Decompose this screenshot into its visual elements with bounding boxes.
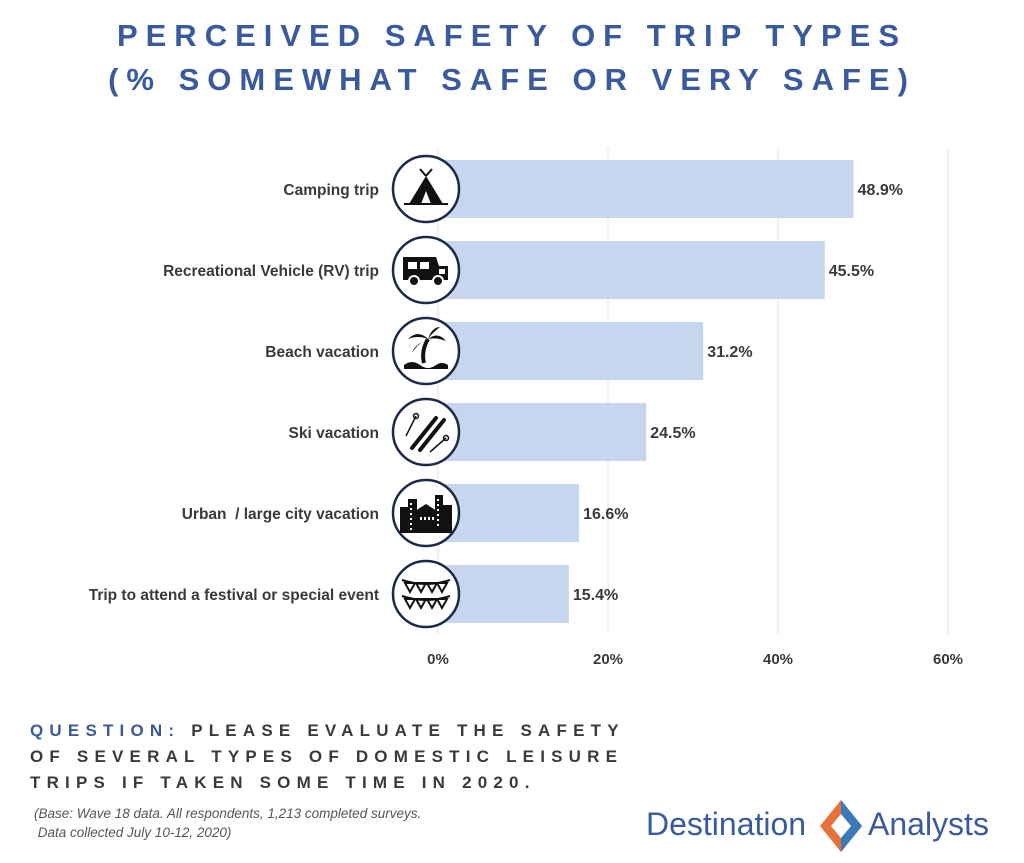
- bar: [438, 403, 647, 461]
- question-line-1: PLEASE EVALUATE THE SAFETY: [191, 721, 625, 740]
- bar-value-label: 15.4%: [573, 587, 618, 604]
- palm-tree-icon: [391, 316, 461, 386]
- logo-right-word: Analysts: [868, 806, 989, 842]
- x-tick-label: 60%: [933, 651, 963, 668]
- base-note-line-1: (Base: Wave 18 data. All respondents, 1,…: [34, 806, 422, 821]
- chart-title: PERCEIVED SAFETY OF TRIP TYPES: [116, 18, 908, 53]
- x-tick-label: 40%: [763, 651, 793, 668]
- chart-subtitle: (% SOMEWHAT SAFE OR VERY SAFE): [108, 62, 916, 97]
- bar-value-label: 48.9%: [858, 182, 903, 199]
- bar-value-label: 24.5%: [650, 425, 695, 442]
- bar-value-label: 45.5%: [829, 263, 874, 280]
- bar: [438, 322, 704, 380]
- base-note: (Base: Wave 18 data. All respondents, 1,…: [34, 804, 421, 842]
- logo-mark-icon: [820, 800, 862, 852]
- category-label: Beach vacation: [265, 344, 379, 361]
- logo-left-word: Destination: [646, 806, 807, 842]
- category-label: Camping trip: [283, 182, 379, 199]
- question-line-2: OF SEVERAL TYPES OF DOMESTIC LEISURE: [30, 747, 624, 766]
- bar-value-label: 31.2%: [707, 344, 752, 361]
- skis-icon: [391, 397, 461, 467]
- bar: [438, 241, 825, 299]
- bar-value-label: 16.6%: [583, 506, 628, 523]
- category-label: Recreational Vehicle (RV) trip: [163, 263, 379, 280]
- question-block: QUESTION: PLEASE EVALUATE THE SAFETY OF …: [30, 718, 625, 796]
- bar-chart: 48.9% Camping trip 45.5% Recreational Vehic…: [89, 148, 963, 668]
- city-icon: [391, 478, 461, 548]
- rv-icon: [391, 235, 461, 305]
- x-tick-label: 20%: [593, 651, 623, 668]
- base-note-line-2: Data collected July 10-12, 2020): [34, 825, 232, 840]
- category-label: Trip to attend a festival or special eve…: [89, 587, 379, 604]
- bunting-icon: [391, 559, 461, 629]
- question-label: QUESTION:: [30, 721, 181, 740]
- destination-analysts-logo: Destination Analysts: [646, 796, 1016, 856]
- x-tick-label: 0%: [427, 651, 449, 668]
- bar: [438, 160, 854, 218]
- category-label: Urban / large city vacation: [182, 506, 379, 523]
- question-line-3: TRIPS IF TAKEN SOME TIME IN 2020.: [30, 773, 536, 792]
- tent-icon: [391, 154, 461, 224]
- category-label: Ski vacation: [289, 425, 379, 442]
- bar: [438, 484, 580, 542]
